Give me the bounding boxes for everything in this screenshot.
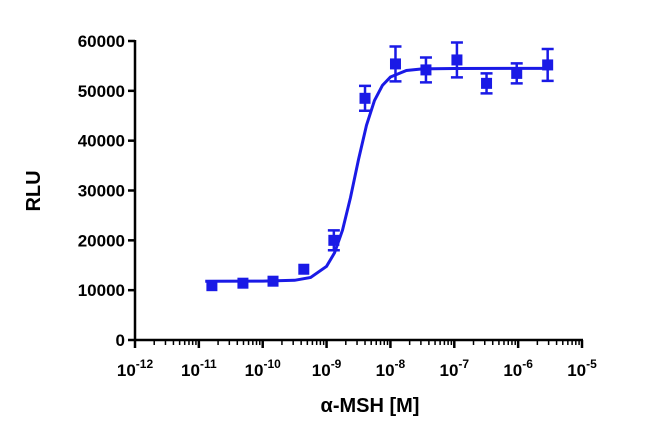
data-point (237, 277, 249, 289)
x-tick-label: 10-12 (117, 357, 154, 380)
y-tick-label: 50000 (78, 82, 125, 101)
data-point (542, 59, 554, 71)
y-axis-title: RLU (23, 170, 45, 211)
x-tick-label: 10-9 (312, 357, 342, 380)
fit-curve (205, 66, 551, 283)
y-tick-label: 10000 (78, 281, 125, 300)
y-tick-label: 30000 (78, 182, 125, 201)
data-point (451, 54, 463, 66)
y-tick-label: 0 (116, 331, 125, 350)
x-tick-label: 10-10 (245, 357, 282, 380)
y-tick-label: 40000 (78, 132, 125, 151)
x-tick-label: 10-5 (567, 357, 597, 380)
x-tick-label: 10-8 (376, 357, 406, 380)
data-point (511, 67, 523, 79)
data-point (298, 263, 310, 275)
data-point (328, 234, 340, 246)
x-tick-label: 10-6 (503, 357, 533, 380)
x-axis-title: α-MSH [M] (321, 395, 420, 417)
data-point (481, 77, 493, 89)
y-tick-label: 60000 (78, 32, 125, 51)
data-point (389, 58, 401, 70)
y-tick-label: 20000 (78, 231, 125, 250)
data-point (206, 280, 218, 292)
data-point (359, 92, 371, 104)
x-tick-label: 10-7 (439, 357, 469, 380)
x-tick-label: 10-11 (181, 357, 217, 380)
